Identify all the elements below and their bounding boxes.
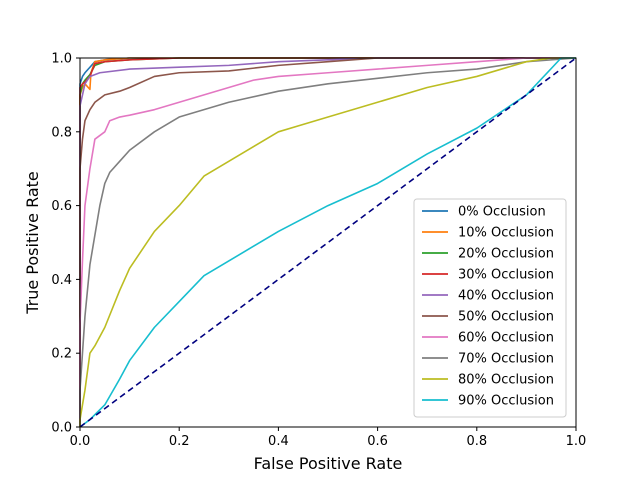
- legend-label-4: 40% Occlusion: [458, 289, 554, 304]
- y-tick-label: 0.0: [51, 421, 72, 436]
- x-axis-ticks: 0.0 0.2 0.4 0.6 0.8 1.0: [70, 427, 587, 449]
- series-line-6: [79, 57, 576, 427]
- plot-frame: [79, 57, 577, 428]
- series-line-7: [79, 57, 577, 427]
- legend-label-9: 90% Occlusion: [458, 394, 554, 409]
- x-tick-label: 0.4: [268, 434, 289, 449]
- legend-label-5: 50% Occlusion: [458, 310, 554, 325]
- legend-label-1: 10% Occlusion: [458, 226, 554, 241]
- legend-label-7: 70% Occlusion: [458, 352, 554, 367]
- legend-label-6: 60% Occlusion: [458, 331, 554, 346]
- x-tick-label: 0.0: [70, 434, 91, 449]
- reference-diagonal-line: [79, 57, 577, 428]
- legend: 0% Occlusion 10% Occlusion 20% Occlusion 30…: [413, 198, 567, 418]
- x-tick-label: 1.0: [566, 434, 587, 449]
- y-tick-label: 1.0: [51, 52, 72, 67]
- y-tick-label: 0.4: [51, 273, 72, 288]
- x-axis-label: False Positive Rate: [254, 454, 403, 473]
- x-tick-label: 0.6: [367, 434, 388, 449]
- y-tick-label: 0.2: [51, 347, 72, 362]
- legend-label-8: 80% Occlusion: [458, 373, 554, 388]
- series-line-9: [79, 57, 576, 428]
- reference-diagonal: [79, 57, 577, 428]
- legend-label-2: 20% Occlusion: [458, 247, 554, 262]
- series-line-8: [79, 57, 576, 427]
- legend-box: [413, 198, 567, 418]
- y-tick-label: 0.6: [51, 199, 72, 214]
- y-axis-ticks: 0.0 0.2 0.4 0.6 0.8 1.0: [51, 52, 80, 436]
- y-axis-label: True Positive Rate: [23, 171, 42, 315]
- series-lines: [79, 57, 577, 428]
- legend-label-0: 0% Occlusion: [458, 205, 546, 220]
- legend-label-3: 30% Occlusion: [458, 268, 554, 283]
- x-tick-label: 0.8: [466, 434, 487, 449]
- x-tick-label: 0.2: [169, 434, 190, 449]
- series-line-3: [79, 57, 576, 427]
- y-tick-label: 0.8: [51, 125, 72, 140]
